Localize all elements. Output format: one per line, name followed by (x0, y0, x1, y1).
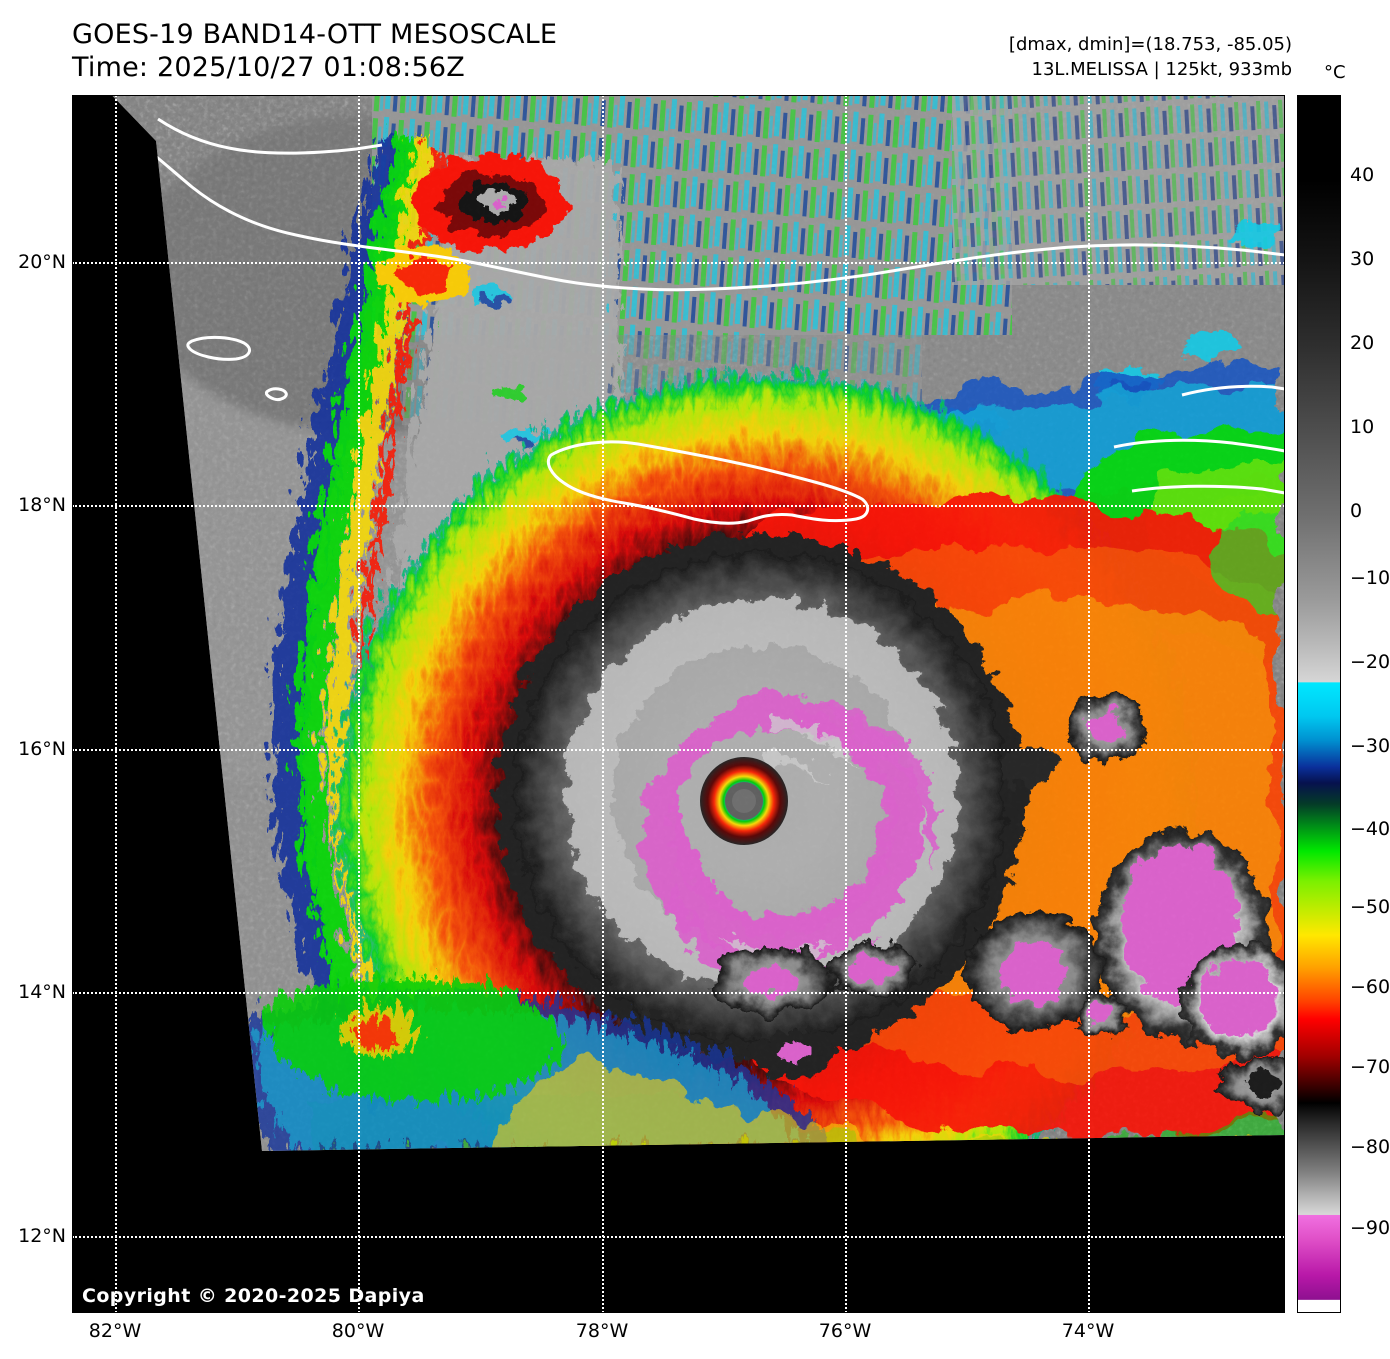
colorbar-tick-m90: −90 (1350, 1217, 1390, 1239)
colorbar-tick-0: 0 (1350, 500, 1363, 522)
coastline-overlay (111, 117, 1285, 525)
colorbar-tick-m70: −70 (1350, 1056, 1390, 1078)
colorbar-tick-m60: −60 (1350, 976, 1390, 998)
timestamp: Time: 2025/10/27 01:08:56Z (72, 52, 465, 83)
colorbar-tick-10: 10 (1350, 416, 1375, 438)
lat-tick-18n: 18°N (18, 494, 66, 516)
colorbar-tick-20: 20 (1350, 332, 1375, 354)
lon-tick-82w: 82°W (88, 1320, 142, 1342)
lat-tick-20n: 20°N (18, 251, 66, 273)
lat-tick-12n: 12°N (18, 1225, 66, 1247)
lon-tick-80w: 80°W (331, 1320, 385, 1342)
header-title-block: GOES-19 BAND14-OTT MESOSCALE Time: 2025/… (72, 18, 557, 84)
colorbar-tick-m50: −50 (1350, 896, 1390, 918)
lat-tick-16n: 16°N (18, 738, 66, 760)
dminmax-label: [dmax, dmin]=(18.753, -85.05) (1008, 34, 1292, 55)
colorbar-tick-m80: −80 (1350, 1136, 1390, 1158)
lat-tick-14n: 14°N (18, 981, 66, 1003)
header-meta-block: [dmax, dmin]=(18.753, -85.05) 13L.MELISS… (1009, 32, 1292, 82)
copyright-notice: Copyright © 2020-2025 Dapiya (82, 1285, 425, 1307)
satellite-image-plot (72, 95, 1285, 1313)
colorbar-unit-label: °C (1324, 62, 1346, 83)
page-title: GOES-19 BAND14-OTT MESOSCALE (72, 19, 558, 50)
lon-tick-78w: 78°W (575, 1320, 629, 1342)
colorbar-tick-m20: −20 (1350, 651, 1390, 673)
colorbar-tick-m30: −30 (1350, 735, 1390, 757)
colorbar-tick-m10: −10 (1350, 567, 1390, 589)
colorbar-tick-m40: −40 (1350, 818, 1390, 840)
storm-label: 13L.MELISSA | 125kt, 933mb (1031, 59, 1293, 80)
lon-tick-74w: 74°W (1061, 1320, 1115, 1342)
colorbar-tick-40: 40 (1350, 164, 1375, 186)
colorbar (1297, 95, 1341, 1313)
lon-tick-76w: 76°W (818, 1320, 872, 1342)
colorbar-tick-30: 30 (1350, 248, 1375, 270)
